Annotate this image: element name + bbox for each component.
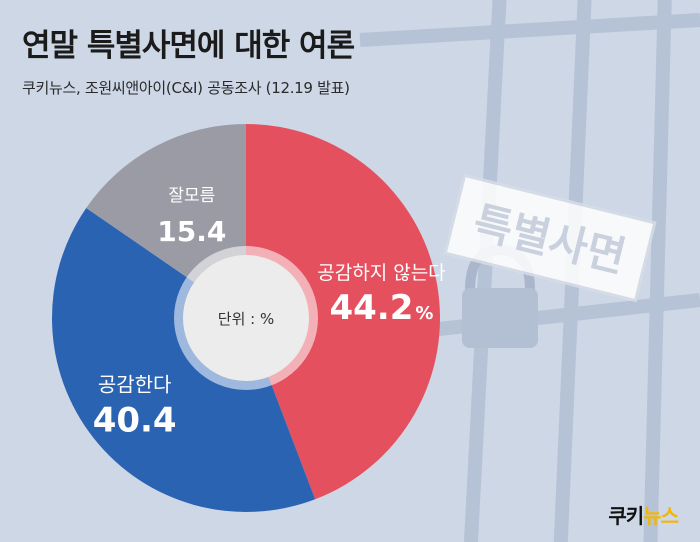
slice-label-0: 공감하지 않는다 <box>317 262 445 284</box>
pie-slice-0 <box>246 124 441 500</box>
page-subtitle: 쿠키뉴스, 조원씨앤아이(C&I) 공동조사 (12.19 발표) <box>22 79 350 97</box>
kuki-news-logo: 쿠키뉴스 <box>608 500 679 529</box>
stamp-illustration: 특별사면 <box>443 173 657 303</box>
pie-slice-1 <box>52 207 316 512</box>
center-unit-label: 단위 : % <box>218 310 274 328</box>
logo-text-accent: 뉴스 <box>643 504 679 528</box>
slice-label-1: 공감한다 <box>98 373 172 397</box>
slice-label-2: 잘모름 <box>168 186 215 206</box>
slice-value-2: 15.4 <box>157 215 226 248</box>
center-disc <box>183 255 309 381</box>
logo-text-main: 쿠키 <box>608 504 644 528</box>
page-title: 연말 특별사면에 대한 여론 <box>22 28 355 64</box>
slice-value-1: 40.4 <box>93 401 177 441</box>
